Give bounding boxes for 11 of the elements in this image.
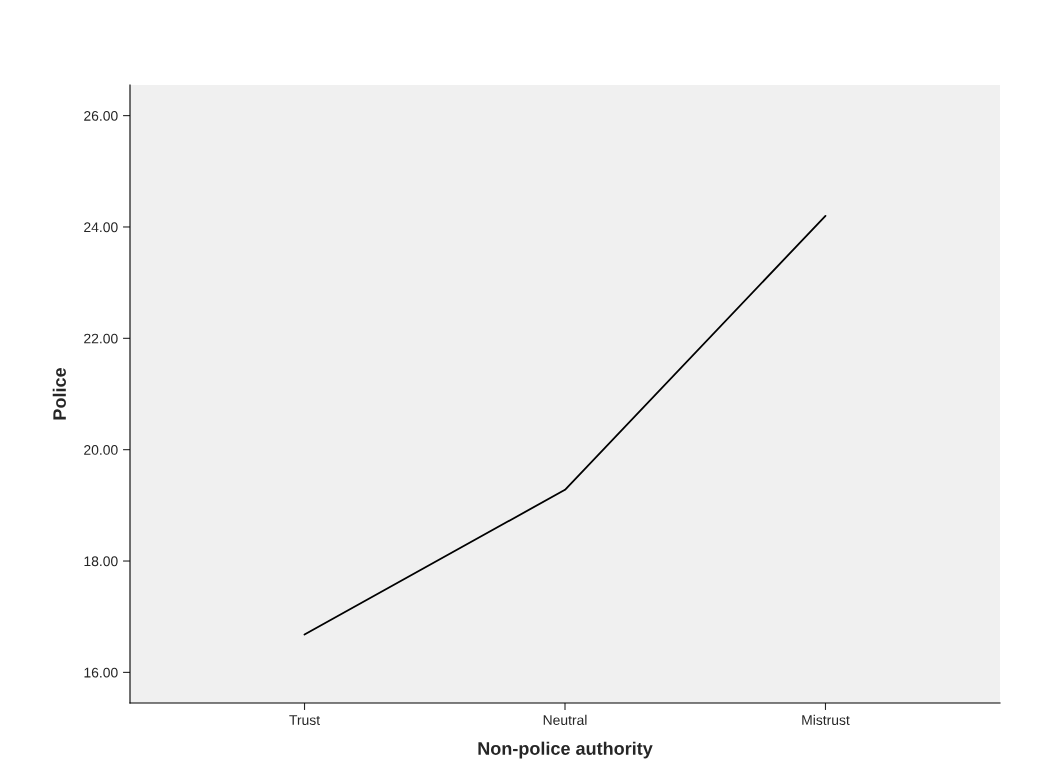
y-tick-label: 24.00 (84, 222, 118, 233)
y-tick-label: 16.00 (84, 667, 118, 678)
x-axis-title: Non-police authority (478, 741, 653, 759)
x-tick-label: Neutral (543, 714, 587, 726)
y-tick-label: 22.00 (84, 333, 118, 344)
y-tick-label: 18.00 (84, 556, 118, 567)
y-axis-title: Police (52, 368, 66, 420)
y-tick-label: 20.00 (84, 445, 118, 455)
y-tick-label: 26.00 (84, 110, 118, 121)
x-tick-label: Mistrust (802, 714, 850, 726)
x-tick-label: Trust (289, 715, 320, 726)
